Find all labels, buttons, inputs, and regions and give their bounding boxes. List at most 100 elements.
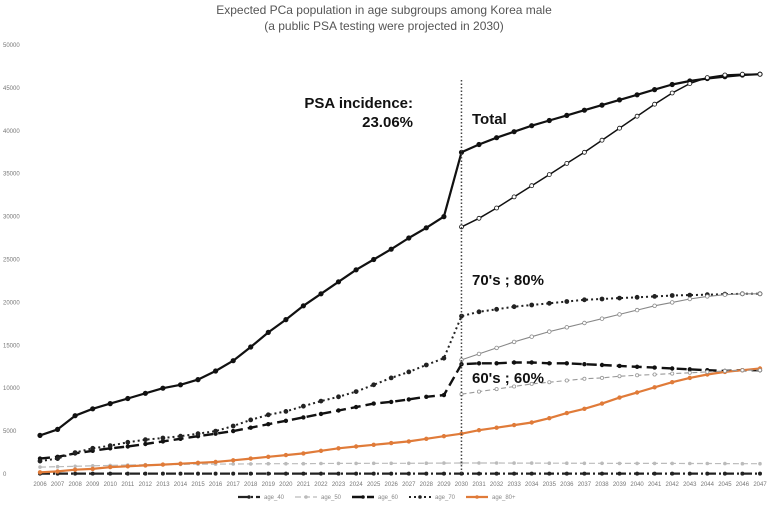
y-tick-label: 30000 <box>3 215 20 221</box>
data-point-age-80 <box>529 420 534 425</box>
data-point-age-40 <box>125 471 130 476</box>
x-tick-label: 2042 <box>666 482 680 488</box>
x-tick-label: 2043 <box>683 482 697 488</box>
data-point-age-80 <box>72 467 78 472</box>
x-tick-label: 2024 <box>349 482 363 488</box>
data-point-age-50 <box>547 461 552 466</box>
annotation-70s: 70's ; 80% <box>472 272 544 289</box>
x-tick-label: 2018 <box>244 482 258 488</box>
data-point-age-80 <box>125 464 130 469</box>
data-point-total <box>107 400 113 407</box>
data-point-age-50 <box>231 462 236 466</box>
x-tick-label: 2029 <box>437 482 451 488</box>
chart-title: Expected PCa population in age subgroups… <box>216 3 552 17</box>
data-point-age-50 <box>73 464 77 469</box>
data-point-age-70 <box>511 304 517 310</box>
legend-label-age-80: age_80+ <box>492 495 516 501</box>
data-point-age-40 <box>213 471 218 476</box>
data-point-age-80 <box>617 395 622 400</box>
data-point-70-s-no-psa <box>652 303 657 308</box>
data-point-age-60 <box>125 444 130 449</box>
data-point-total <box>441 214 447 220</box>
data-point-age-80 <box>283 452 289 458</box>
data-point-60-s-no-psa <box>564 378 569 383</box>
x-tick-label: 2035 <box>543 482 557 488</box>
annotation-psa-incidence: 23.06% <box>362 114 413 131</box>
data-point-age-80 <box>652 385 657 390</box>
x-tick-label: 2019 <box>262 482 276 488</box>
data-point-age-80 <box>266 454 271 459</box>
legend-marker-age-60 <box>361 495 365 499</box>
data-point-age-60 <box>301 415 306 420</box>
y-tick-label: 20000 <box>3 300 20 306</box>
x-tick-label: 2027 <box>402 482 416 488</box>
data-point-total <box>423 225 429 231</box>
data-point-age-50 <box>529 461 534 465</box>
data-point-70-s-no-psa <box>634 307 640 313</box>
data-point-60-s-no-psa <box>547 380 552 385</box>
data-point-age-40 <box>635 471 640 476</box>
data-point-age-40 <box>529 471 534 476</box>
x-tick-label: 2039 <box>613 482 627 488</box>
data-point-age-70 <box>582 297 587 303</box>
data-point-age-40 <box>758 471 763 476</box>
x-tick-label: 2038 <box>595 482 609 488</box>
legend-label-age-70: age_70 <box>435 495 456 501</box>
data-point-70-s-no-psa <box>617 312 622 317</box>
data-point-60-s-no-psa <box>758 368 763 373</box>
data-point-age-40 <box>371 471 376 476</box>
data-point-age-70 <box>37 458 43 464</box>
data-point-total <box>476 141 482 148</box>
data-point-70-s-no-psa <box>529 334 534 339</box>
data-point-age-50 <box>284 461 288 466</box>
data-point-age-40 <box>652 471 657 476</box>
data-point-70-s-no-psa <box>476 351 482 357</box>
legend-label-age-50: age_50 <box>321 495 342 501</box>
y-tick-label: 10000 <box>3 386 20 392</box>
data-point-age-50 <box>600 461 604 466</box>
data-point-age-70 <box>564 299 570 304</box>
legend-marker-age-40 <box>247 495 251 499</box>
data-point-age-40 <box>178 471 183 476</box>
data-point-age-40 <box>687 471 692 476</box>
data-point-age-40 <box>248 471 253 476</box>
data-point-age-60 <box>476 361 482 366</box>
data-point-total <box>248 344 254 350</box>
data-point-age-70 <box>687 292 693 298</box>
data-point-60-s-no-psa <box>705 369 710 374</box>
data-point-age-50 <box>406 461 411 466</box>
data-point-total <box>265 329 271 335</box>
data-point-total <box>353 267 359 273</box>
data-point-age-80 <box>195 460 201 465</box>
data-point-age-60 <box>336 408 341 413</box>
data-point-age-40 <box>582 471 587 476</box>
data-point-age-80 <box>178 461 183 466</box>
data-point-age-70 <box>55 456 60 462</box>
data-point-age-60 <box>143 441 148 447</box>
data-point-total-no-psa <box>740 71 745 77</box>
series-line-60-s-no-psa <box>461 369 760 395</box>
data-point-age-60 <box>318 411 324 417</box>
data-point-60-s-no-psa <box>722 368 727 373</box>
legend-label-age-40: age_40 <box>264 495 285 501</box>
data-point-total <box>406 235 412 241</box>
data-point-age-80 <box>213 459 218 465</box>
data-point-60-s-no-psa <box>740 368 745 373</box>
legend-marker-age-80 <box>475 495 479 499</box>
data-point-total <box>300 303 306 309</box>
data-point-age-50 <box>371 461 376 466</box>
data-point-total-no-psa <box>511 194 517 200</box>
data-point-age-80 <box>371 442 376 447</box>
data-point-age-80 <box>230 458 236 463</box>
data-point-age-60 <box>230 428 236 434</box>
data-point-total <box>371 256 377 263</box>
data-point-60-s-no-psa <box>600 375 605 380</box>
data-point-age-70 <box>353 389 359 395</box>
data-point-age-80 <box>107 464 113 470</box>
data-point-total <box>335 279 342 285</box>
data-point-70-s-no-psa <box>494 345 499 351</box>
data-point-age-50 <box>477 461 481 465</box>
data-point-age-50 <box>617 461 622 466</box>
data-point-age-80 <box>406 439 411 444</box>
data-point-age-40 <box>195 471 200 476</box>
